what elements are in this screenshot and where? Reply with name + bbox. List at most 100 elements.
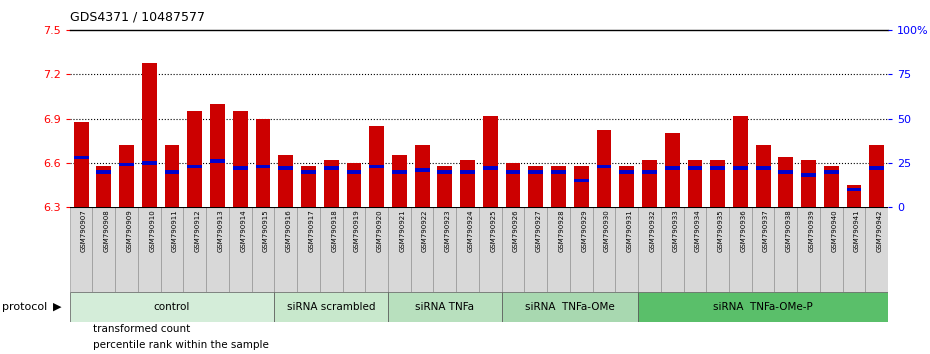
Text: GSM790930: GSM790930	[604, 210, 610, 252]
Bar	[252, 207, 274, 292]
Bar	[457, 207, 479, 292]
Bar	[642, 170, 657, 173]
Text: GSM790938: GSM790938	[786, 210, 791, 252]
Bar	[115, 207, 138, 292]
Bar	[206, 207, 229, 292]
Bar	[706, 207, 729, 292]
Bar	[547, 207, 570, 292]
Bar	[165, 170, 179, 173]
Bar	[824, 170, 839, 173]
Bar	[187, 111, 202, 207]
Bar	[551, 170, 565, 173]
Bar	[619, 170, 634, 173]
Bar	[574, 179, 589, 182]
Bar	[92, 207, 115, 292]
Bar	[320, 207, 342, 292]
Bar	[616, 207, 638, 292]
Bar	[756, 145, 770, 207]
Text: GSM790935: GSM790935	[718, 210, 724, 252]
Bar	[870, 145, 884, 207]
Bar	[638, 207, 661, 292]
Bar	[256, 119, 271, 207]
Bar	[274, 207, 297, 292]
Text: GSM790937: GSM790937	[764, 210, 769, 252]
Text: GSM790917: GSM790917	[309, 210, 314, 252]
Text: GSM790919: GSM790919	[354, 210, 360, 252]
Text: GSM790907: GSM790907	[81, 210, 87, 252]
Text: GSM790910: GSM790910	[150, 210, 155, 252]
Bar	[411, 207, 433, 292]
Bar	[528, 166, 543, 207]
Bar	[369, 126, 384, 207]
Text: GSM790922: GSM790922	[422, 210, 428, 252]
Text: percentile rank within the sample: percentile rank within the sample	[93, 340, 269, 350]
Text: control: control	[153, 302, 191, 312]
Text: GSM790933: GSM790933	[672, 210, 678, 252]
Bar	[711, 160, 725, 207]
Bar	[347, 170, 361, 173]
Bar	[187, 165, 202, 168]
Bar	[778, 170, 793, 173]
Bar	[525, 207, 547, 292]
Bar	[846, 185, 861, 207]
Bar	[551, 166, 565, 207]
Text: GDS4371 / 10487577: GDS4371 / 10487577	[70, 11, 205, 24]
Text: siRNA scrambled: siRNA scrambled	[287, 302, 376, 312]
Text: GSM790913: GSM790913	[218, 210, 223, 252]
Bar	[460, 170, 475, 173]
Bar	[229, 207, 252, 292]
Bar	[324, 160, 339, 207]
Text: GSM790920: GSM790920	[377, 210, 382, 252]
Bar	[501, 207, 525, 292]
Bar	[119, 163, 134, 166]
Text: GSM790940: GSM790940	[831, 210, 837, 252]
Text: GSM790912: GSM790912	[194, 210, 201, 252]
Bar	[596, 130, 611, 207]
Bar	[415, 168, 430, 172]
Text: GSM790925: GSM790925	[490, 210, 497, 252]
Bar	[274, 292, 388, 322]
Bar	[347, 163, 361, 207]
Bar	[824, 166, 839, 207]
Bar	[97, 170, 112, 173]
Bar	[433, 207, 457, 292]
Text: GSM790908: GSM790908	[104, 210, 110, 252]
Bar	[369, 165, 384, 168]
Bar	[778, 157, 793, 207]
Text: GSM790939: GSM790939	[808, 210, 815, 252]
Text: GSM790942: GSM790942	[877, 210, 883, 252]
Bar	[232, 111, 247, 207]
Bar	[483, 166, 498, 170]
Bar	[165, 145, 179, 207]
Bar	[437, 170, 452, 173]
Bar	[592, 207, 616, 292]
Bar	[73, 156, 88, 159]
Bar	[866, 207, 888, 292]
Bar	[161, 207, 183, 292]
Bar	[801, 173, 816, 177]
Bar	[278, 166, 293, 170]
Text: ▶: ▶	[53, 302, 61, 312]
Bar	[210, 104, 225, 207]
Bar	[846, 188, 861, 191]
Bar	[665, 166, 680, 170]
Bar	[138, 207, 161, 292]
Bar	[73, 121, 88, 207]
Text: GSM790924: GSM790924	[468, 210, 473, 252]
Bar	[687, 166, 702, 170]
Text: transformed count: transformed count	[93, 324, 190, 334]
Text: GSM790934: GSM790934	[695, 210, 701, 252]
Text: GSM790929: GSM790929	[581, 210, 587, 252]
Bar	[415, 145, 430, 207]
Bar	[70, 207, 92, 292]
Bar	[820, 207, 843, 292]
Bar	[843, 207, 866, 292]
Bar	[570, 207, 592, 292]
Text: siRNA  TNFa-OMe: siRNA TNFa-OMe	[525, 302, 615, 312]
Bar	[711, 166, 725, 170]
Text: GSM790921: GSM790921	[399, 210, 405, 252]
Text: GSM790918: GSM790918	[331, 210, 338, 252]
Bar	[797, 207, 820, 292]
Bar	[733, 116, 748, 207]
Bar	[756, 166, 770, 170]
